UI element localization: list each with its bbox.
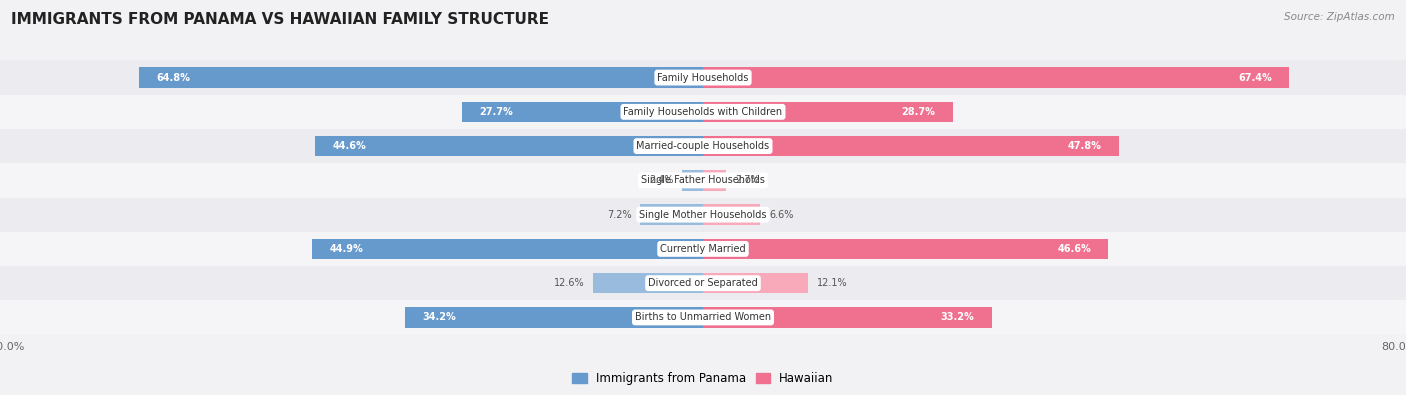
Bar xyxy=(0,60,1406,95)
Bar xyxy=(703,136,1119,156)
Bar xyxy=(703,170,727,191)
Bar xyxy=(0,129,1406,163)
Bar xyxy=(640,204,703,225)
Text: Single Mother Households: Single Mother Households xyxy=(640,210,766,220)
Text: 12.6%: 12.6% xyxy=(554,278,585,288)
Text: 64.8%: 64.8% xyxy=(156,73,191,83)
Bar xyxy=(0,266,1406,300)
Bar xyxy=(593,273,703,293)
Bar xyxy=(405,307,703,328)
Bar xyxy=(703,67,1289,88)
Text: 44.9%: 44.9% xyxy=(330,244,364,254)
Text: 33.2%: 33.2% xyxy=(941,312,974,322)
Text: Family Households: Family Households xyxy=(658,73,748,83)
Bar xyxy=(703,307,991,328)
Bar xyxy=(315,136,703,156)
Text: Source: ZipAtlas.com: Source: ZipAtlas.com xyxy=(1284,12,1395,22)
Bar xyxy=(703,239,1108,259)
Text: 47.8%: 47.8% xyxy=(1067,141,1101,151)
Text: 7.2%: 7.2% xyxy=(607,210,631,220)
Text: Married-couple Households: Married-couple Households xyxy=(637,141,769,151)
Text: Divorced or Separated: Divorced or Separated xyxy=(648,278,758,288)
Text: 27.7%: 27.7% xyxy=(479,107,513,117)
Bar xyxy=(0,300,1406,335)
Text: 44.6%: 44.6% xyxy=(332,141,366,151)
Bar xyxy=(312,239,703,259)
Text: IMMIGRANTS FROM PANAMA VS HAWAIIAN FAMILY STRUCTURE: IMMIGRANTS FROM PANAMA VS HAWAIIAN FAMIL… xyxy=(11,12,550,27)
Bar xyxy=(0,163,1406,198)
Text: 46.6%: 46.6% xyxy=(1057,244,1091,254)
Text: Family Households with Children: Family Households with Children xyxy=(623,107,783,117)
Text: Single Father Households: Single Father Households xyxy=(641,175,765,185)
Bar xyxy=(703,102,953,122)
Text: 12.1%: 12.1% xyxy=(817,278,848,288)
Bar xyxy=(0,232,1406,266)
Text: 2.7%: 2.7% xyxy=(735,175,759,185)
Bar xyxy=(703,204,761,225)
Text: 2.4%: 2.4% xyxy=(650,175,673,185)
Bar xyxy=(682,170,703,191)
Text: 34.2%: 34.2% xyxy=(423,312,457,322)
Bar xyxy=(0,198,1406,232)
Text: Births to Unmarried Women: Births to Unmarried Women xyxy=(636,312,770,322)
Bar xyxy=(463,102,703,122)
Text: 28.7%: 28.7% xyxy=(901,107,935,117)
Bar xyxy=(139,67,703,88)
Text: Currently Married: Currently Married xyxy=(661,244,745,254)
Legend: Immigrants from Panama, Hawaiian: Immigrants from Panama, Hawaiian xyxy=(572,372,834,385)
Bar xyxy=(0,95,1406,129)
Bar xyxy=(703,273,808,293)
Text: 67.4%: 67.4% xyxy=(1239,73,1272,83)
Text: 6.6%: 6.6% xyxy=(769,210,793,220)
